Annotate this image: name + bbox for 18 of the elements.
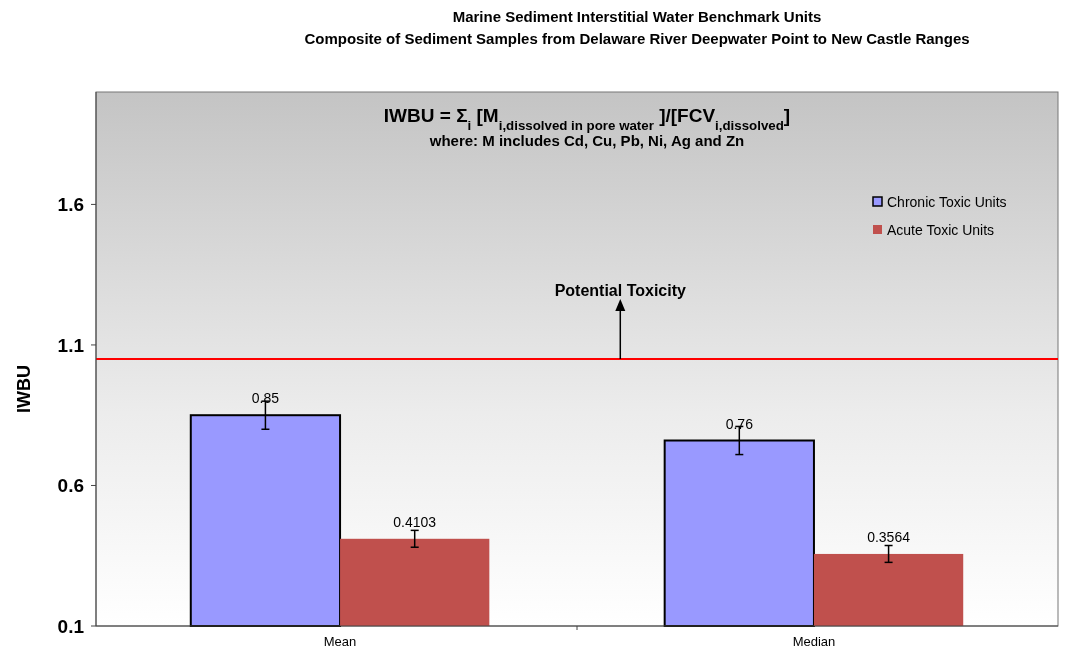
chart-title: Marine Sediment Interstitial Water Benchmark Units — [452, 8, 822, 25]
annotation: where: M includes Cd, Cu, Pb, Ni, Ag and Zn — [428, 132, 745, 149]
legend-label: Chronic Toxic Units — [887, 193, 1007, 210]
y-tick-label: 0.6 — [57, 475, 84, 497]
y-tick-label: 1.1 — [57, 334, 85, 356]
annotation: IWBU = Σ$_{i}$ [M$_{i,dissolved in pore water}$ ]/[FCV$_{i,dissolved}$] — [383, 105, 791, 133]
ref-line-label: Potential Toxicity — [554, 282, 687, 299]
data-label: 0.4103 — [393, 513, 437, 530]
data-label: 0.76 — [725, 415, 754, 432]
y-axis-title: IWBU — [14, 365, 34, 413]
data-label: 0.85 — [251, 390, 280, 407]
chart-subtitle: Composite of Sediment Samples from Delaware River Deepwater Point to New Castle Ranges — [304, 30, 970, 47]
data-label: 0.3564 — [867, 528, 911, 545]
y-tick-label: 0.1 — [57, 615, 85, 637]
legend-label: Acute Toxic Units — [887, 221, 995, 238]
x-tick-label: Median — [792, 634, 836, 649]
x-tick-label: Mean — [323, 634, 357, 649]
y-tick-label: 1.6 — [57, 194, 84, 216]
